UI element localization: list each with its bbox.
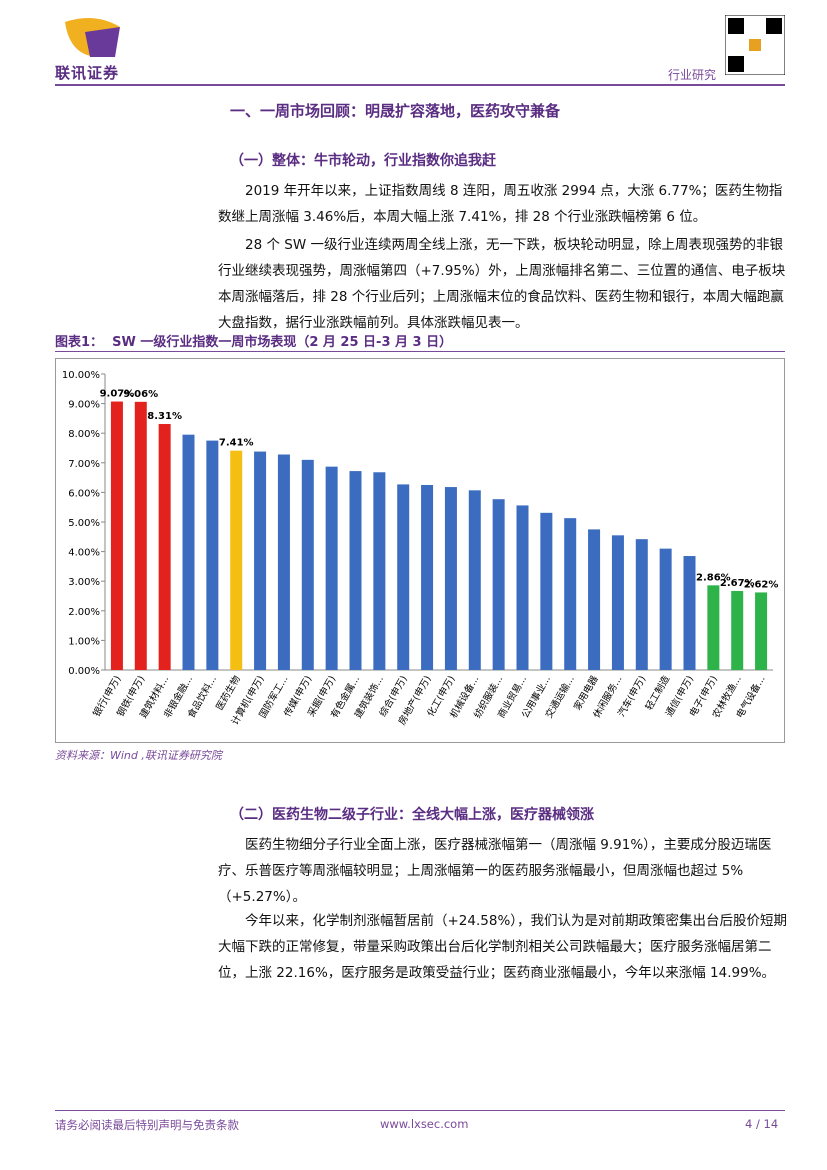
y-tick-label: 7.00% <box>68 459 100 470</box>
y-tick-label: 6.00% <box>68 488 100 499</box>
value-label: 7.41% <box>219 438 254 449</box>
header-rule <box>55 84 785 86</box>
y-tick-label: 8.00% <box>68 429 100 440</box>
bar <box>683 556 696 670</box>
figure-title: SW 一级行业指数一周市场表现（2 月 25 日-3 月 3 日） <box>112 335 453 350</box>
value-label: 2.86% <box>696 572 731 583</box>
bar <box>254 451 267 670</box>
bar <box>373 472 386 670</box>
chart: 0.00% 1.00% 2.00% 3.00% 4.00% 5.00% 6.00% 7.00%… <box>55 358 785 743</box>
paragraph: 医药生物细分子行业全面上涨，医疗器械涨幅第一（周涨幅 9.91%），主要成分股迈… <box>218 837 772 905</box>
y-tick-label: 1.00% <box>68 636 100 647</box>
y-tick-label: 2.00% <box>68 607 100 618</box>
bar <box>182 434 195 670</box>
section-title: 一、一周市场回顾：明晟扩容落地，医药攻守兼备 <box>230 102 561 120</box>
value-label: 2.67% <box>720 578 755 589</box>
bar <box>659 548 672 670</box>
y-tick-label: 0.00% <box>68 666 100 677</box>
bar <box>635 539 648 670</box>
y-tick-label: 10.00% <box>62 370 100 381</box>
source: 资料来源：Wind ,联讯证券研究院 <box>55 749 222 762</box>
bar <box>397 484 410 670</box>
bar <box>707 585 720 670</box>
value-label: 8.31% <box>147 411 182 422</box>
bar <box>325 466 338 670</box>
value-label: 9.06% <box>123 389 158 400</box>
bar <box>611 535 624 670</box>
disclaimer: 请务必阅读最后特别声明与免责条款 <box>55 1118 239 1132</box>
paragraph: 2019 年开年以来，上证指数周线 8 连阳，周五收涨 2994 点，大涨 6.… <box>218 183 783 225</box>
bar <box>564 518 577 670</box>
y-tick-label: 3.00% <box>68 577 100 588</box>
header-tag: 行业研究 <box>668 68 717 82</box>
paragraph: 今年以来，化学制剂涨幅暂居前（+24.58%），我们认为是对前期政策密集出台后股… <box>218 913 788 981</box>
subsection-title: （二）医药生物二级子行业：全线大幅上涨，医疗器械领涨 <box>230 807 594 823</box>
value-label: 2.62% <box>744 579 779 590</box>
bar <box>301 459 314 670</box>
footer-rule <box>55 1110 785 1111</box>
bar <box>731 590 744 670</box>
bar <box>421 485 434 670</box>
bar <box>230 450 243 670</box>
paragraph: 28 个 SW 一级行业连续两周全线上涨，无一下跌，板块轮动明显，除上周表现强势… <box>218 237 786 331</box>
y-tick-label: 5.00% <box>68 518 100 529</box>
page-number: 4 / 14 <box>745 1117 779 1131</box>
value-label: 9.07% <box>100 389 135 400</box>
subsection-title: （一）整体：牛市轮动，行业指数你追我赶 <box>230 153 496 169</box>
bar <box>206 440 219 670</box>
figure-caption: 图表1： SW 一级行业指数一周市场表现（2 月 25 日-3 月 3 日） <box>55 331 452 350</box>
y-tick-label: 9.00% <box>68 400 100 411</box>
bar <box>444 487 457 670</box>
bar <box>468 490 481 670</box>
logo: 联讯证券 <box>55 64 120 82</box>
logo-icon <box>65 18 120 57</box>
bar <box>516 505 529 670</box>
y-tick-label: 4.00% <box>68 548 100 559</box>
website: www.lxsec.com <box>380 1117 469 1131</box>
figure-label: 图表1： <box>55 335 104 350</box>
caption-rule <box>55 351 785 352</box>
bar <box>110 401 123 670</box>
bar <box>540 512 553 670</box>
bar <box>349 471 362 670</box>
bar <box>158 424 171 670</box>
bar <box>277 454 290 670</box>
bar <box>755 592 768 670</box>
bar <box>588 529 601 670</box>
qr-code <box>725 15 785 75</box>
bar <box>492 499 505 670</box>
bar <box>134 401 147 670</box>
